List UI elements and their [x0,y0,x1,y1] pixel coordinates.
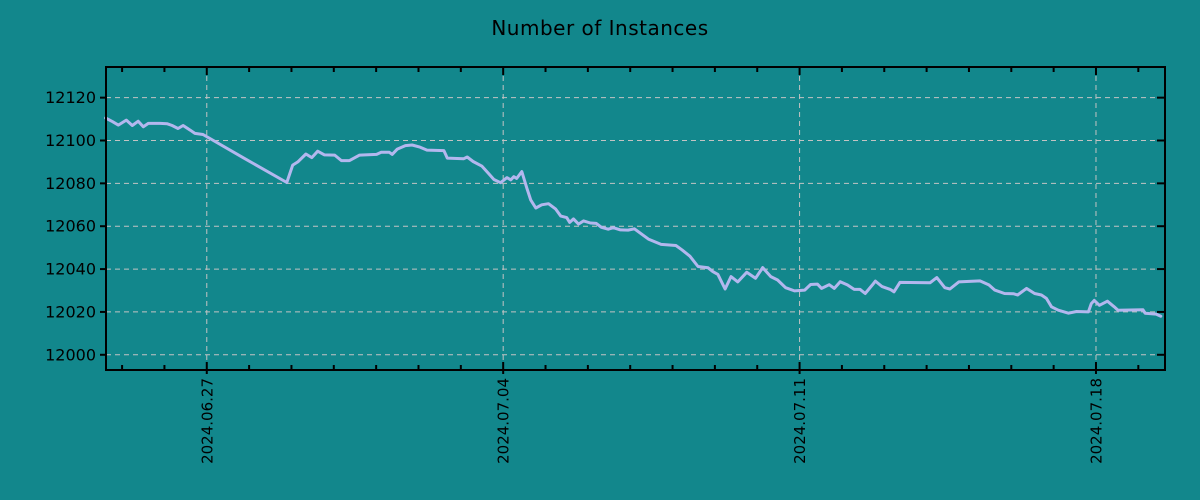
data-line [104,116,1163,318]
y-tick-label: 12060 [45,217,96,236]
y-tick-label: 12100 [45,131,96,150]
x-tick-label: 2024.07.18 [1087,378,1105,464]
x-tick-label: 2024.07.04 [495,378,513,464]
y-tick-label: 12040 [45,260,96,279]
axis-border [105,66,1166,371]
x-tick-label: 2024.06.27 [198,378,216,464]
x-tick-label: 2024.07.11 [791,378,809,464]
y-tick-label: 12120 [45,88,96,107]
chart-title: Number of Instances [491,16,709,40]
y-tick-label: 12080 [45,174,96,193]
y-tick-label: 12000 [45,345,96,364]
y-tick-label: 12020 [45,302,96,321]
